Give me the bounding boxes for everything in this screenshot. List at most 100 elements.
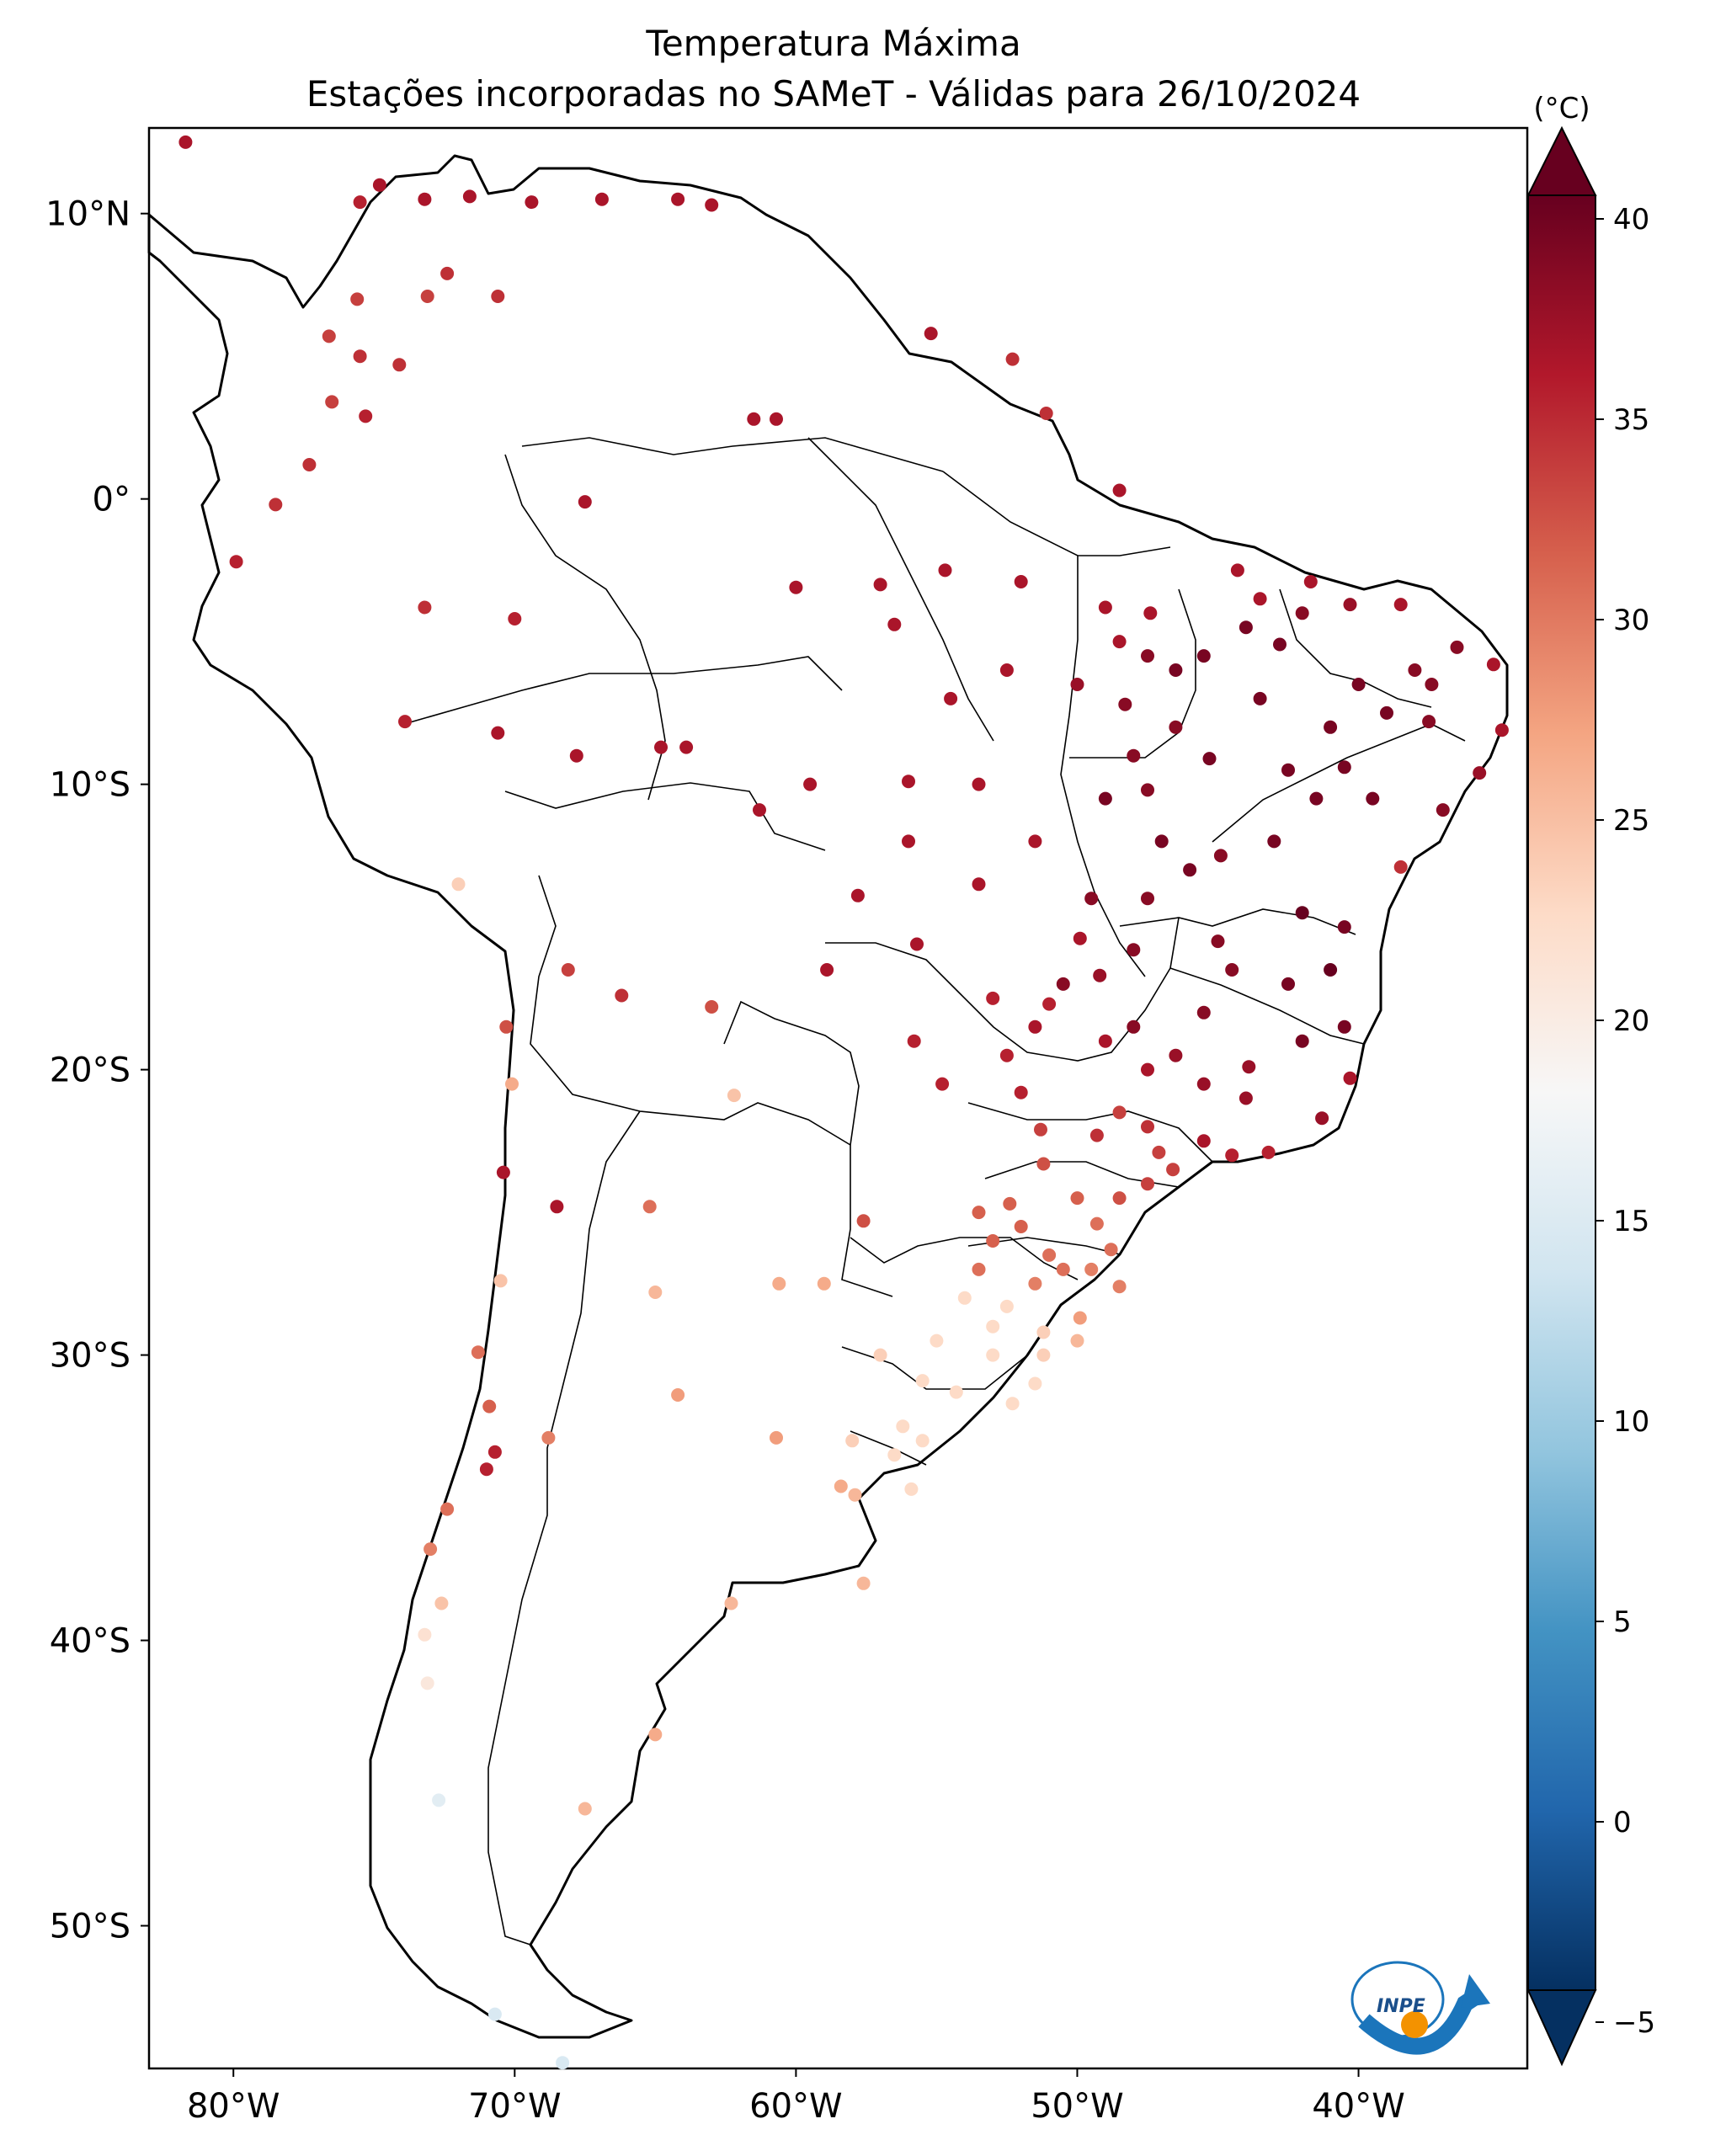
station-dot (1084, 892, 1099, 906)
station-dot (418, 600, 432, 615)
station-dot (1093, 968, 1107, 982)
coastline (147, 154, 1509, 2039)
lon-tick-label: 40°W (1312, 2087, 1404, 2126)
lat-tick-label: 10°N (45, 195, 131, 234)
station-dot (1281, 763, 1295, 777)
station-dot (578, 495, 592, 509)
station-dot (705, 1000, 719, 1014)
station-dot (770, 412, 783, 426)
station-dot (887, 617, 902, 631)
station-dot (1213, 849, 1228, 863)
station-dot (440, 266, 455, 280)
station-dot (938, 563, 952, 578)
station-dot (1154, 834, 1169, 849)
station-dot (904, 1482, 919, 1496)
station-dot (907, 1034, 921, 1048)
station-dot (1112, 1191, 1127, 1206)
colorbar-body (1527, 194, 1596, 1991)
station-dot (1253, 592, 1267, 606)
station-dot (1003, 1196, 1017, 1211)
station-dot (1070, 1191, 1084, 1206)
station-dot (910, 937, 924, 951)
station-dot (440, 1502, 455, 1516)
station-dot (1014, 1085, 1028, 1099)
station-dot (594, 192, 609, 206)
station-dot (789, 580, 803, 594)
station-dot (482, 1399, 497, 1413)
station-dot (1036, 1157, 1051, 1171)
lon-tick-label: 60°W (749, 2087, 842, 2126)
station-dot (569, 748, 583, 763)
station-dot (1039, 407, 1053, 420)
station-dot (1005, 1397, 1020, 1411)
station-dot (747, 412, 761, 426)
station-dot (1141, 783, 1154, 797)
colorbar-tick-label: −5 (1613, 2006, 1655, 2040)
station-dot (915, 1374, 930, 1388)
station-dot (487, 2007, 502, 2021)
colorbar-top-extend (1526, 125, 1597, 196)
station-dot (1098, 600, 1112, 615)
station-dot (1118, 697, 1132, 711)
station-dot (915, 1434, 930, 1448)
latitude-axis: 10°N 0° 10°S 20°S 30°S 40°S 50°S (45, 195, 149, 1946)
station-dot (1196, 1134, 1211, 1148)
station-dot (556, 2056, 570, 2070)
station-dot (873, 578, 887, 592)
station-dot (671, 192, 685, 206)
station-dot (845, 1434, 860, 1448)
station-dot (944, 691, 958, 705)
lat-tick-label: 0° (93, 481, 131, 519)
station-dot (578, 1802, 592, 1816)
station-dot (1315, 1111, 1329, 1126)
station-dot (848, 1488, 862, 1502)
longitude-axis: 80°W 70°W 60°W 50°W 40°W (187, 2068, 1405, 2126)
station-dot (856, 1576, 871, 1590)
station-dot (1303, 575, 1318, 588)
map-title-line2: Estações incorporadas no SAMeT - Válidas… (306, 73, 1361, 114)
station-dot (353, 349, 367, 364)
station-dot (1196, 1005, 1211, 1019)
station-dot (525, 195, 539, 210)
station-dot (359, 409, 373, 423)
colorbar-tick-label: 0 (1613, 1806, 1632, 1839)
station-dot (856, 1214, 871, 1228)
station-dot (972, 1262, 986, 1276)
station-dot (1225, 963, 1239, 977)
station-dot (1267, 834, 1281, 849)
lat-tick-label: 50°S (50, 1908, 131, 1946)
station-dot (1028, 834, 1042, 849)
station-dot (986, 1348, 1000, 1362)
station-dot (1281, 977, 1295, 991)
station-dot (1337, 760, 1351, 775)
station-dot (325, 395, 339, 409)
station-dot (1422, 715, 1436, 729)
station-dot (1014, 1220, 1028, 1233)
station-dot (1028, 1019, 1042, 1034)
station-dot (1202, 752, 1217, 766)
lon-tick-label: 80°W (187, 2087, 280, 2126)
station-dot (1425, 678, 1439, 691)
station-dot (957, 1291, 972, 1305)
station-dot (350, 292, 365, 306)
station-dot (999, 663, 1014, 677)
colorbar-ticks: −5 0 5 10 15 20 25 30 35 40 (1595, 203, 1655, 2040)
station-dot (1324, 720, 1338, 734)
colorbar-tick-label: 10 (1613, 1405, 1649, 1439)
station-dot (1242, 1060, 1256, 1074)
colorbar-tick-label: 25 (1613, 804, 1649, 838)
inpe-logo-text: INPE (1377, 1996, 1425, 2017)
station-dot (561, 963, 575, 977)
lat-tick-label: 40°S (50, 1622, 131, 1661)
station-dot (493, 1274, 508, 1288)
station-dot (1098, 791, 1112, 806)
station-dot (1324, 963, 1338, 977)
station-dot (1112, 635, 1127, 649)
station-dot (1295, 1034, 1309, 1048)
station-dot (1225, 1148, 1239, 1163)
station-dot (1028, 1276, 1042, 1291)
station-dot (1098, 1034, 1112, 1048)
station-dot (1239, 620, 1253, 635)
station-dot (1473, 766, 1487, 780)
station-dot (999, 1299, 1014, 1313)
